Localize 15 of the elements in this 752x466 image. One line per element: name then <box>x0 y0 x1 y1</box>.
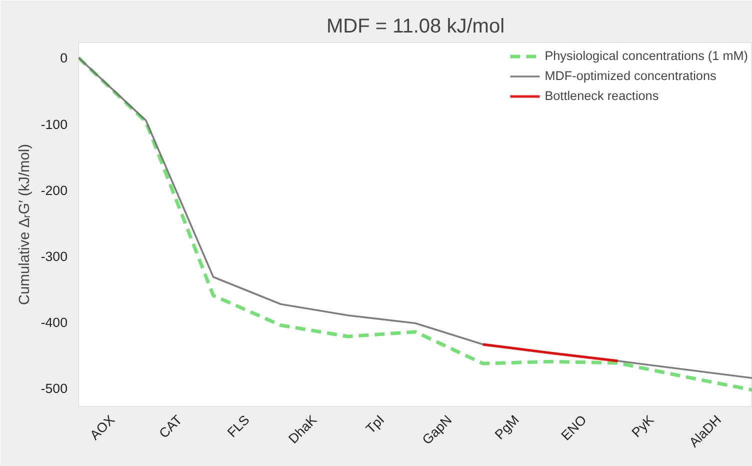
y-tick-label: -300 <box>40 248 68 264</box>
y-tick-label: -100 <box>40 116 68 132</box>
y-tick-label: -500 <box>40 381 68 396</box>
legend-label: MDF-optimized concentrations <box>544 69 716 83</box>
y-tick-label: -400 <box>40 314 68 330</box>
x-tick-label: CAT <box>156 412 185 441</box>
legend-label: Physiological concentrations (1 mM) <box>544 49 748 63</box>
y-tick-label: -200 <box>40 182 68 198</box>
x-tick-label: PyK <box>628 412 657 440</box>
y-tick-label: 0 <box>60 50 68 66</box>
legend-label: Bottleneck reactions <box>544 89 659 103</box>
y-axis-title: Cumulative ΔᵣG′ (kJ/mol) <box>16 144 33 306</box>
chart-title: MDF = 11.08 kJ/mol <box>326 16 505 38</box>
x-tick-label: FLS <box>224 412 252 440</box>
x-tick-label: TpI <box>362 412 388 436</box>
